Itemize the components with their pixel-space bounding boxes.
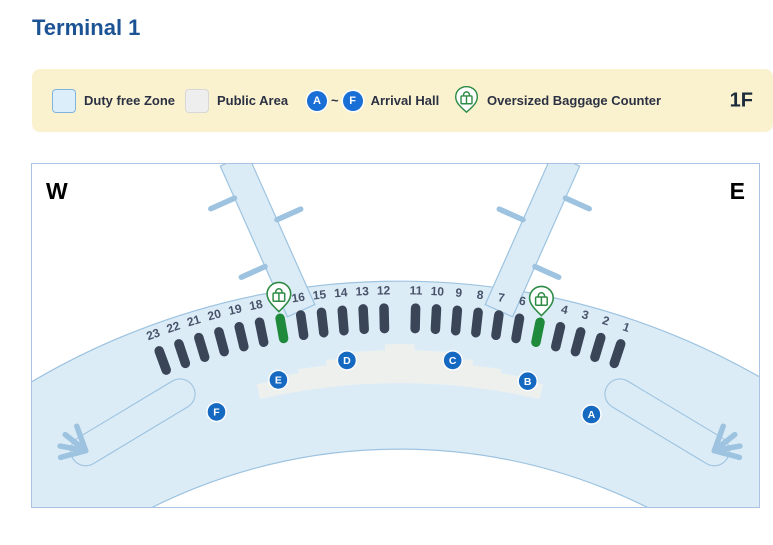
svg-text:10: 10 [430,284,444,299]
svg-text:15: 15 [312,287,327,302]
svg-text:13: 13 [355,284,369,299]
svg-text:12: 12 [377,283,391,297]
svg-text:F: F [213,407,220,419]
svg-text:E: E [275,375,282,387]
svg-text:D: D [343,355,351,367]
svg-text:B: B [524,376,532,388]
svg-text:14: 14 [334,285,349,300]
svg-text:A: A [588,409,596,421]
svg-text:16: 16 [291,290,307,306]
svg-text:C: C [449,355,457,367]
svg-text:11: 11 [409,283,422,297]
